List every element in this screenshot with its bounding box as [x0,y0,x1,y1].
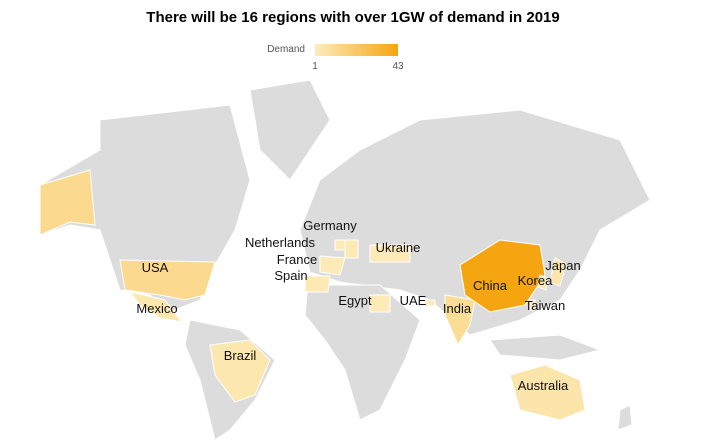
region-shape [529,299,536,311]
region-label: Korea [518,273,553,288]
region-label: Mexico [136,301,177,316]
legend-label: Demand [267,44,305,55]
north-america [39,104,251,313]
region-labels: USA Mexico Brazil Germany Netherlands FranceS… [136,218,580,393]
region-shape [119,259,216,301]
new-zealand [617,404,633,431]
region-label: Germany [303,218,357,233]
region-shape [459,239,546,313]
region-label: UAE [400,293,427,308]
africa [304,284,421,421]
region-shape [128,291,184,323]
region-label: Netherlands [245,235,316,250]
region-label: Brazil [224,348,257,363]
indonesia [489,334,602,361]
region-shape [304,275,331,293]
region-shape [319,255,346,276]
legend-max: 43 [392,61,404,72]
title: There will be 16 regions with over 1GW o… [146,9,559,26]
region-label: Japan [545,258,580,273]
region-shape [424,299,436,307]
region-label: Taiwan [525,298,565,313]
region-label: India [443,301,472,316]
region-shape [444,294,476,347]
region-label: Australia [518,378,569,393]
greenland [249,79,331,181]
region-shape [369,244,411,263]
region-label: Egypt [338,293,372,308]
region-shape [39,169,96,236]
legend-min: 1 [312,61,318,72]
region-label: USA [142,260,169,275]
region-shape [209,339,271,403]
region-shape [369,294,391,313]
region-shape [334,239,346,251]
region-label: China [473,278,508,293]
regions [39,169,586,421]
region-label: Ukraine [376,240,421,255]
region-shape [537,274,549,291]
region-label: France [277,252,317,267]
region-shape [549,257,567,287]
legend-gradient [315,44,398,56]
region-shape [509,364,586,421]
region-shape [344,239,359,259]
region-label: Spain [274,268,307,283]
